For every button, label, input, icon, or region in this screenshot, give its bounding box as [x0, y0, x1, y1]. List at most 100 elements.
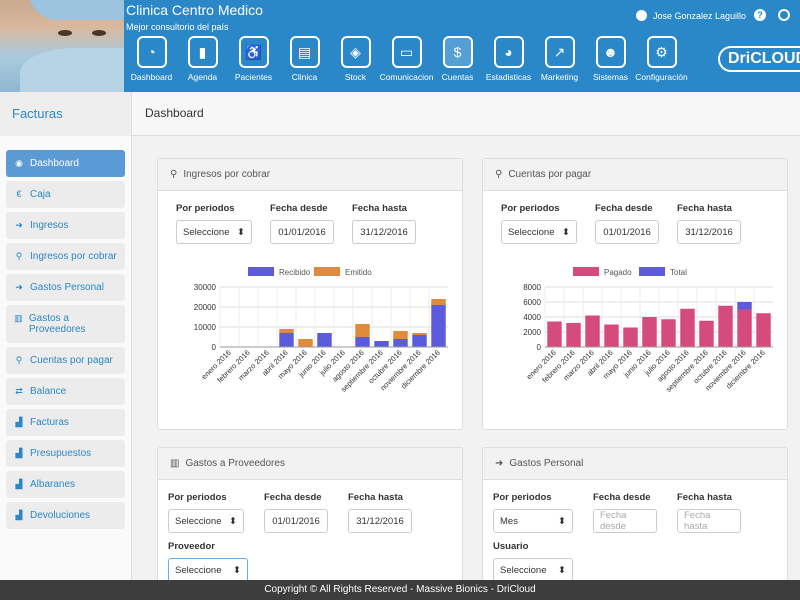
periodos-label: Por periodos: [493, 492, 552, 503]
fecha-hasta-input[interactable]: 31/12/2016: [352, 220, 416, 244]
stamp-icon: ⚲: [15, 251, 23, 261]
sidebar-item-albaranes[interactable]: ▟ Albaranes: [6, 471, 125, 498]
fecha-hasta-label: Fecha hasta: [352, 203, 407, 214]
fecha-hasta-input[interactable]: 31/12/2016: [677, 220, 741, 244]
fecha-hasta-field: Fecha hasta 31/12/2016: [348, 492, 412, 533]
bar-recibido: [355, 337, 370, 347]
fecha-desde-input[interactable]: 01/01/2016: [595, 220, 659, 244]
eye-left: [58, 30, 72, 36]
nav-item-label: Clinica: [291, 72, 318, 82]
panel-title: Ingresos por cobrar: [183, 169, 271, 180]
sidebar-item-dashboard[interactable]: ◉ Dashboard: [6, 150, 125, 177]
filter-row: Por periodos Seleccione ⬍ Fecha desde 01/…: [158, 480, 462, 533]
nav-item-clinica[interactable]: ▤ Clinica: [279, 36, 330, 92]
periodos-select[interactable]: Seleccione ⬍: [176, 220, 252, 244]
sidebar-item-gastos-a-proveedores[interactable]: ▥ Gastos a Proveedores: [6, 305, 125, 343]
panel-gastos-personal: ➜ Gastos Personal Por periodos Mes ⬍ Fech…: [482, 447, 788, 587]
app-header: Clinica Centro Medico Mejor consultorio …: [0, 0, 800, 92]
periodos-select[interactable]: Seleccione ⬍: [501, 220, 577, 244]
bar-emitido: [279, 329, 294, 333]
fecha-hasta-label: Fecha hasta: [677, 203, 732, 214]
nav-item-dashboard[interactable]: ◔ Dashboard: [126, 36, 177, 92]
nav-item-agenda[interactable]: ▮ Agenda: [177, 36, 228, 92]
nav-item-cuentas[interactable]: $ Cuentas: [432, 36, 483, 92]
bar-pagado: [680, 308, 695, 347]
doctor-photo: [0, 0, 124, 92]
nav-item-label: Agenda: [187, 72, 218, 82]
proveedor-select[interactable]: Seleccione ⬍: [168, 558, 248, 582]
sidebar-item-balance[interactable]: ⇄ Balance: [6, 378, 125, 405]
section-title: Facturas: [0, 92, 132, 136]
sidebar-item-gastos-personal[interactable]: ➜ Gastos Personal: [6, 274, 125, 301]
legend-swatch: [248, 267, 274, 276]
periodos-label: Por periodos: [176, 203, 235, 214]
updown-icon: ⬍: [233, 564, 241, 576]
nav-item-pacientes[interactable]: ♿ Pacientes: [228, 36, 279, 92]
fecha-hasta-input[interactable]: 31/12/2016: [348, 509, 412, 533]
sign-out-icon: ➜: [495, 458, 504, 469]
bar-emitido: [431, 299, 446, 305]
periodos-field: Por periodos Mes ⬍: [493, 492, 573, 533]
fecha-desde-input[interactable]: 01/01/2016: [270, 220, 334, 244]
periodos-field: Por periodos Seleccione ⬍: [501, 203, 577, 244]
stamp-icon: ⚲: [15, 355, 23, 365]
sidebar-item-cuentas-por-pagar[interactable]: ⚲ Cuentas por pagar: [6, 347, 125, 374]
fecha-desde-field: Fecha desde 01/01/2016: [595, 203, 659, 244]
nav-item-configuración[interactable]: ⚙ Configuración: [635, 36, 688, 92]
wheelchair-icon: ♿: [238, 36, 269, 68]
sidebar-item-label: Balance: [30, 386, 67, 397]
y-tick-label: 2000: [523, 328, 541, 337]
sidebar-item-ingresos[interactable]: ➜ Ingresos: [6, 212, 125, 239]
sidebar-item-caja[interactable]: € Caja: [6, 181, 125, 208]
periodos-select[interactable]: Mes ⬍: [493, 509, 573, 533]
columns-icon: ▥: [170, 458, 180, 469]
sidebar: ◉ Dashboard € Caja ➜ Ingresos ⚲ Ingresos por co…: [0, 136, 132, 600]
sidebar-item-facturas[interactable]: ▟ Facturas: [6, 409, 125, 436]
y-tick-label: 20000: [194, 303, 217, 312]
usuario-select[interactable]: Seleccione ⬍: [493, 558, 573, 582]
bar-total: [737, 302, 752, 310]
periodos-label: Por periodos: [168, 492, 227, 503]
periodos-value: Seleccione: [175, 515, 222, 527]
periodos-select[interactable]: Seleccione ⬍: [168, 509, 244, 533]
stamp-icon: ⚲: [495, 169, 503, 180]
updown-icon: ⬍: [562, 226, 570, 238]
sidebar-item-devoluciones[interactable]: ▟ Devoluciones: [6, 502, 125, 529]
nav-item-comunicacion[interactable]: ▭ Comunicacion: [380, 36, 433, 92]
sidebar-item-label: Facturas: [30, 417, 69, 428]
y-tick-label: 10000: [194, 323, 217, 332]
power-icon[interactable]: [778, 9, 790, 21]
panel-header: ⚲ Cuentas por pagar: [483, 159, 787, 191]
proveedor-label: Proveedor: [168, 541, 215, 552]
panel-header: ⚲ Ingresos por cobrar: [158, 159, 462, 191]
usuario-field: Usuario Seleccione ⬍: [483, 533, 787, 582]
nav-item-estadisticas[interactable]: ◕ Estadisticas: [483, 36, 534, 92]
clipboard-icon: ▤: [289, 36, 320, 68]
fecha-desde-input[interactable]: 01/01/2016: [264, 509, 328, 533]
user-menu[interactable]: Jose Gonzalez Laguillo: [636, 10, 746, 21]
bar-pagado: [547, 321, 562, 347]
sidebar-item-presupuestos[interactable]: ▟ Presupuestos: [6, 440, 125, 467]
nav-item-stock[interactable]: ◈ Stock: [330, 36, 381, 92]
sidebar-item-ingresos-por-cobrar[interactable]: ⚲ Ingresos por cobrar: [6, 243, 125, 270]
dricloud-logo: DriCLOUD: [718, 46, 800, 72]
nav-item-label: Marketing: [540, 72, 579, 82]
user-name: Jose Gonzalez Laguillo: [653, 10, 747, 21]
stamp-icon: ⚲: [170, 169, 178, 180]
nav-item-label: Sistemas: [593, 72, 628, 82]
usuario-value: Seleccione: [500, 564, 547, 576]
nav-item-marketing[interactable]: ↗ Marketing: [534, 36, 585, 92]
fecha-desde-field: Fecha desde Fecha desde: [593, 492, 657, 533]
bar-chart-icon: ▟: [15, 479, 23, 489]
eye-right: [92, 30, 106, 36]
pie-chart-icon: ◕: [493, 36, 524, 68]
periodos-label: Por periodos: [501, 203, 560, 214]
nav-item-sistemas[interactable]: ☻ Sistemas: [585, 36, 636, 92]
help-icon[interactable]: ?: [754, 9, 766, 21]
fecha-hasta-input[interactable]: Fecha hasta: [677, 509, 741, 533]
fecha-desde-input[interactable]: Fecha desde: [593, 509, 657, 533]
y-tick-label: 0: [537, 343, 542, 352]
bar-recibido: [279, 333, 294, 347]
gears-icon: ⚙: [646, 36, 677, 68]
bar-pagado: [737, 309, 752, 347]
